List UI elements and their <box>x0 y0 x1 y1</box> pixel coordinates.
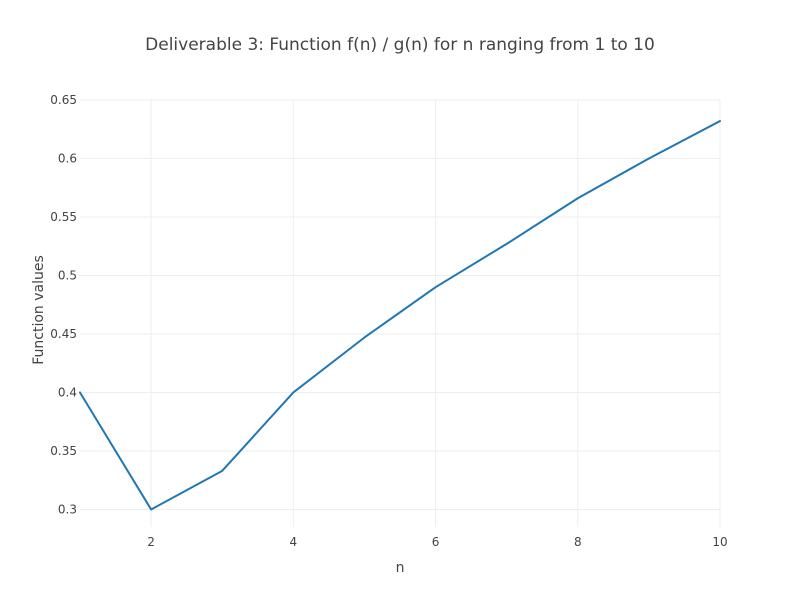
y-tick-label: 0.6 <box>58 151 77 165</box>
y-tick-label: 0.45 <box>50 327 77 341</box>
x-tick-label: 2 <box>147 535 155 549</box>
x-tick-label: 8 <box>574 535 582 549</box>
series-layer <box>79 120 721 511</box>
y-axis-ticks: 0.3 0.35 0.4 0.45 0.5 0.55 0.6 0.65 <box>50 93 77 516</box>
x-tick-label: 6 <box>432 535 440 549</box>
x-tick-label: 4 <box>290 535 298 549</box>
grid-layer <box>80 99 721 527</box>
x-axis-title: n <box>396 560 405 576</box>
x-tick-label: 10 <box>712 535 727 549</box>
y-tick-label: 0.4 <box>58 385 77 399</box>
y-tick-label: 0.5 <box>58 268 77 282</box>
y-axis-title: Function values <box>31 255 47 365</box>
x-axis-ticks: 2 4 6 8 10 <box>147 535 727 549</box>
y-tick-label: 0.3 <box>58 502 77 516</box>
y-tick-label: 0.65 <box>50 93 77 107</box>
y-tick-label: 0.35 <box>50 444 77 458</box>
chart-title: Deliverable 3: Function f(n) / g(n) for … <box>145 35 655 55</box>
y-tick-label: 0.55 <box>50 210 77 224</box>
series-line <box>79 120 721 511</box>
